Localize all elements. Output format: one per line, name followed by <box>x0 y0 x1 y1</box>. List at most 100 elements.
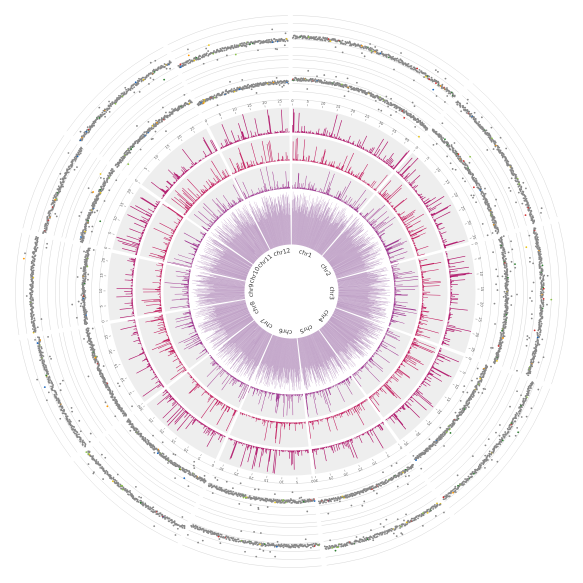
scatter-point <box>174 477 177 480</box>
scatter-point <box>485 133 488 136</box>
scatter-point <box>528 234 531 237</box>
scatter-point <box>372 50 374 53</box>
track-4-chr1-background <box>292 107 410 170</box>
scatter-point <box>498 434 501 437</box>
scatter-point <box>259 82 262 85</box>
scatter-point <box>370 92 373 95</box>
scatter-point <box>340 545 343 548</box>
scatter-point <box>89 247 91 250</box>
scatter-point <box>129 151 132 154</box>
track-4-chr7-background <box>146 389 227 460</box>
scatter-point <box>456 103 459 106</box>
scatter-point <box>472 394 475 397</box>
scatter-point <box>415 459 417 462</box>
track-5-chr7-grid <box>139 409 213 467</box>
scatter-point <box>120 407 123 410</box>
scatter-point <box>85 218 87 221</box>
track-6-chr2-grid <box>462 95 543 222</box>
scatter-point <box>469 173 472 176</box>
scatter-point <box>87 252 89 254</box>
scatter-point <box>86 327 89 330</box>
scatter-point <box>347 90 350 93</box>
track-1-chr5-bars <box>297 329 347 391</box>
scatter-point <box>164 114 166 117</box>
scatter-point <box>83 338 85 340</box>
scatter-point <box>486 134 489 137</box>
scatter-point <box>88 342 91 345</box>
scatter-point <box>238 503 241 505</box>
scatter-point <box>184 104 187 107</box>
scatter-point <box>162 106 164 109</box>
scatter-point <box>526 335 529 337</box>
scatter-point <box>438 435 441 438</box>
track-6-chr5-grid <box>324 504 441 550</box>
scatter-point <box>542 299 545 302</box>
scatter-point <box>522 397 525 400</box>
scatter-point <box>169 519 172 522</box>
scatter-point <box>257 506 260 509</box>
scatter-point <box>516 426 519 429</box>
scatter-point <box>192 464 195 467</box>
scatter-point <box>495 431 497 434</box>
scatter-point <box>120 156 123 159</box>
scatter-point <box>171 113 174 115</box>
scatter-point <box>510 260 513 263</box>
scatter-point <box>525 187 527 190</box>
scatter-point <box>540 296 542 299</box>
scatter-point <box>172 453 175 455</box>
scatter-point <box>420 515 423 518</box>
track-5-chr8-grid <box>94 326 132 412</box>
track-5-chr1-points <box>291 69 429 138</box>
scatter-point <box>437 70 439 73</box>
scatter-point <box>492 251 494 254</box>
scatter-point <box>84 275 87 278</box>
scatter-point <box>344 494 347 497</box>
scatter-point <box>448 90 451 93</box>
scatter-point <box>445 90 448 92</box>
scatter-point <box>99 173 102 175</box>
scatter-point <box>312 36 315 38</box>
scatter-point <box>502 249 505 252</box>
scatter-point <box>484 388 487 390</box>
scatter-point <box>471 455 474 458</box>
track-1-chr6-bars <box>255 334 302 391</box>
scatter-point <box>284 499 286 502</box>
track-5-chr4-grid <box>404 359 472 447</box>
scatter-point <box>103 180 106 182</box>
track-5-chr5-grid <box>316 455 407 491</box>
scatter-point <box>520 186 523 189</box>
track-2-chr4-background <box>352 327 412 395</box>
scatter-point <box>395 462 398 465</box>
scatter-point <box>250 88 253 91</box>
track-2-chr2-background <box>359 195 415 264</box>
scatter-point <box>447 425 450 428</box>
scatter-point <box>384 533 386 535</box>
scatter-point <box>269 550 272 553</box>
scatter-point <box>304 77 307 80</box>
scatter-point <box>518 412 521 415</box>
track-2-chr2-bars <box>359 204 408 264</box>
scatter-point <box>432 441 435 444</box>
scatter-point <box>178 107 181 110</box>
scatter-point <box>511 167 514 170</box>
scatter-point <box>443 511 445 514</box>
scatter-point <box>442 496 445 499</box>
scatter-point <box>502 434 504 436</box>
scatter-point <box>323 545 326 548</box>
scatter-point <box>193 473 196 476</box>
scatter-point <box>510 295 513 298</box>
track-3-chr8-background <box>137 314 187 386</box>
track-5-chr10-grid <box>104 182 134 248</box>
scatter-point <box>470 116 473 119</box>
scatter-point <box>165 130 167 133</box>
scatter-point <box>311 545 314 548</box>
track-6-chr2-grid <box>472 83 558 218</box>
scatter-point <box>539 277 542 280</box>
track-6-chr1-grid <box>292 39 454 99</box>
scatter-point <box>104 383 106 386</box>
scatter-point <box>533 353 536 356</box>
track-5-chr7-points <box>126 418 207 488</box>
scatter-point <box>348 493 351 496</box>
track-4-chr6-background <box>218 437 312 476</box>
scatter-point <box>527 388 529 391</box>
